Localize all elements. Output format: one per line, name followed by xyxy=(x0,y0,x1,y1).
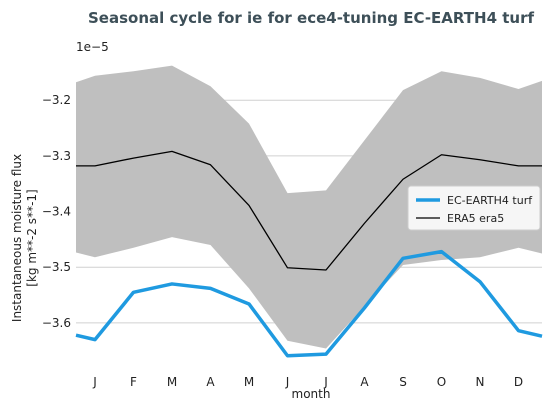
x-tick-label: M xyxy=(244,375,254,389)
x-tick-label: A xyxy=(206,375,215,389)
legend-box xyxy=(407,185,541,231)
x-tick-label: D xyxy=(514,375,523,389)
era5-spread-band xyxy=(76,65,542,349)
y-tick-label: −3.2 xyxy=(42,93,71,107)
y-tick-label: −3.5 xyxy=(42,260,71,274)
y-offset-label: 1e−5 xyxy=(76,40,109,54)
x-tick-label: S xyxy=(399,375,407,389)
y-axis-label-line2: [kg m**-2 s**-1] xyxy=(25,189,39,286)
y-axis-label-line1: Instantaneous moisture flux xyxy=(10,154,24,322)
x-tick-label: J xyxy=(323,375,328,389)
chart-title: Seasonal cycle for ie for ece4-tuning EC… xyxy=(88,9,534,27)
legend-label-era5: ERA5 era5 xyxy=(447,212,504,225)
x-tick-label: O xyxy=(437,375,446,389)
series-lines xyxy=(75,150,543,358)
series-line-ec-earth4 xyxy=(75,249,543,358)
y-tick-label: −3.6 xyxy=(42,316,71,330)
x-tick-label: N xyxy=(476,375,485,389)
x-tick-label: J xyxy=(92,375,97,389)
x-axis-label: month xyxy=(292,387,331,401)
x-tick-label: M xyxy=(167,375,177,389)
y-tick-label: −3.3 xyxy=(42,149,71,163)
legend: EC-EARTH4 turf ERA5 era5 xyxy=(407,185,541,231)
era5-band-area xyxy=(76,65,542,349)
series-line-era5 xyxy=(76,150,542,271)
x-tick-label: A xyxy=(360,375,369,389)
x-tick-label: J xyxy=(285,375,290,389)
x-tick-label: F xyxy=(130,375,137,389)
y-tick-labels: −3.6 −3.5 −3.4 −3.3 −3.2 xyxy=(42,93,71,330)
legend-label-ec-earth4: EC-EARTH4 turf xyxy=(447,194,533,207)
y-tick-label: −3.4 xyxy=(42,205,71,219)
